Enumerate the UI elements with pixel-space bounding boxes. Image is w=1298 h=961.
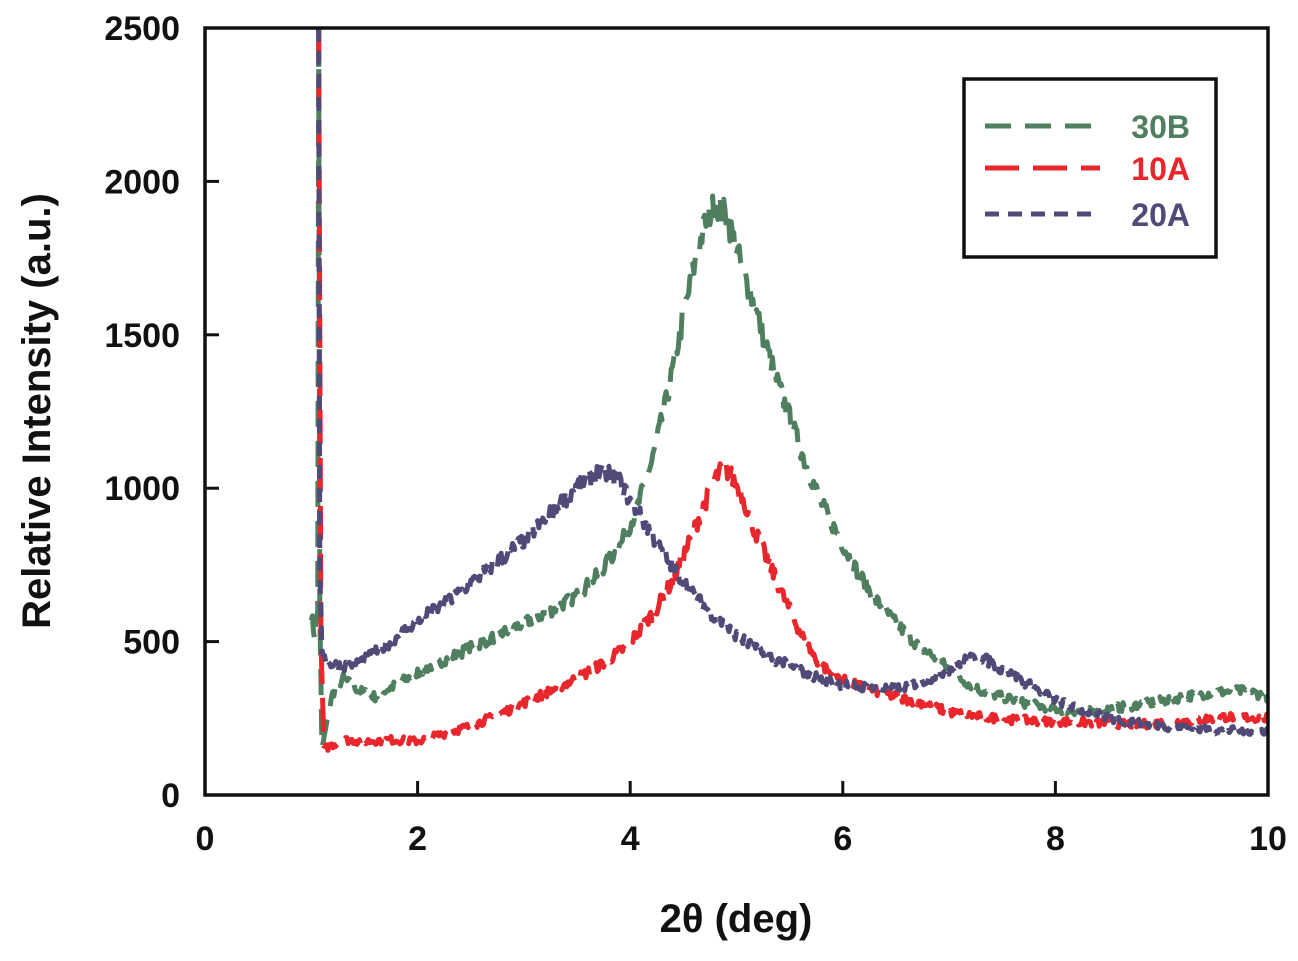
y-tick-label: 1500 — [104, 317, 180, 355]
y-axis-title: Relative Intensity (a.u.) — [15, 193, 59, 629]
legend-label: 20A — [1131, 197, 1190, 233]
y-tick-label: 2500 — [104, 10, 180, 48]
legend-item-30b: 30B — [985, 109, 1190, 145]
series-line-30b — [308, 28, 1268, 750]
legend-label: 30B — [1131, 109, 1190, 145]
x-tick-label: 2 — [408, 820, 427, 858]
axis-layer: 0 2 4 6 8 10 0 500 1000 1500 2000 2500 — [104, 10, 1287, 858]
legend-item-10a: 10A — [985, 151, 1190, 187]
x-tick-label: 10 — [1249, 820, 1287, 858]
legend-item-20a: 20A — [985, 197, 1190, 233]
y-tick-label: 0 — [161, 777, 180, 815]
plot-frame — [203, 26, 1270, 797]
series-line-20a — [316, 28, 1268, 737]
x-axis-title: 2θ (deg) — [660, 897, 813, 941]
y-tick-label: 1000 — [104, 470, 180, 508]
x-tick-label: 0 — [196, 820, 215, 858]
x-tick-label: 8 — [1046, 820, 1065, 858]
legend-label: 10A — [1131, 151, 1190, 187]
y-tick-label: 500 — [123, 624, 180, 662]
y-tick-label: 2000 — [104, 163, 180, 201]
legend: 30B 10A 20A — [962, 77, 1218, 259]
x-tick-label: 6 — [833, 820, 852, 858]
x-tick-label: 4 — [621, 820, 640, 858]
series-layer — [308, 28, 1268, 753]
